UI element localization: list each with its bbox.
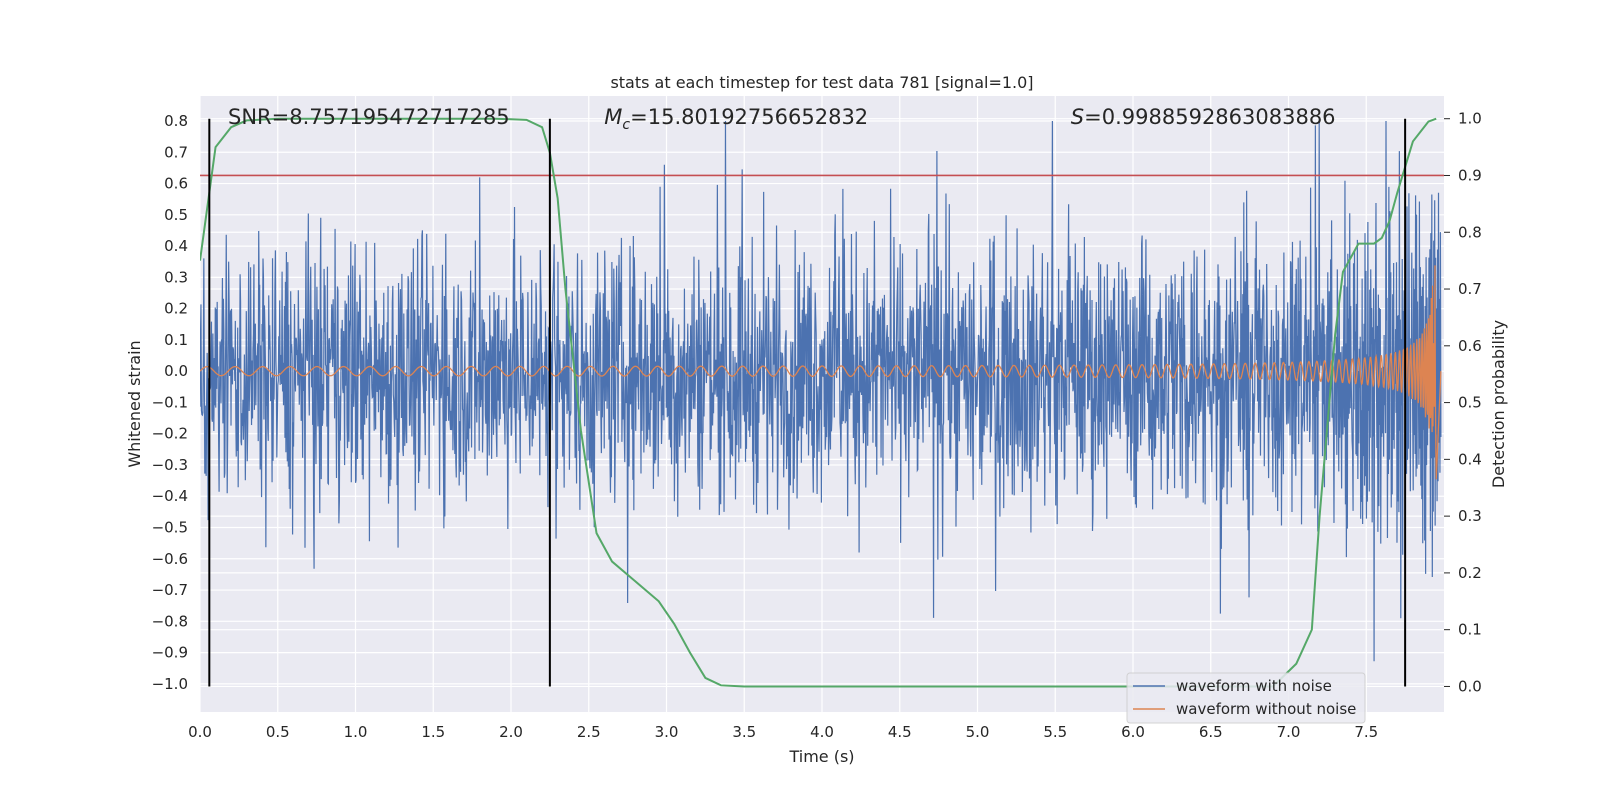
y-tick-label: −0.4 — [152, 487, 188, 505]
y-tick-label: 0.0 — [164, 362, 188, 380]
y-tick-label: 0.4 — [164, 237, 188, 255]
y-right-tick-label: 0.3 — [1458, 507, 1482, 525]
y-tick-label: −0.3 — [152, 456, 188, 474]
x-tick-label: 7.0 — [1277, 723, 1301, 741]
y-right-tick-label: 0.7 — [1458, 280, 1482, 298]
x-tick-label: 6.5 — [1199, 723, 1223, 741]
y-tick-label: −0.6 — [152, 550, 188, 568]
x-tick-label: 4.0 — [810, 723, 834, 741]
series-waveform-with-noise — [200, 121, 1442, 662]
y-tick-label: −0.7 — [152, 581, 188, 599]
y-right-tick-label: 0.0 — [1458, 677, 1482, 695]
y-right-tick-label: 0.4 — [1458, 450, 1482, 468]
annotation-chirp-mass: Mc=15.80192756652832 — [604, 105, 868, 133]
y-right-tick-label: 0.6 — [1458, 337, 1482, 355]
series-waveform-without-noise — [200, 265, 1442, 480]
y-tick-label: −0.8 — [152, 612, 188, 630]
annotation-prefix: S — [1071, 105, 1084, 129]
x-tick-label: 5.0 — [966, 723, 990, 741]
y-right-tick-label: 0.2 — [1458, 564, 1482, 582]
x-tick-label: 5.5 — [1043, 723, 1067, 741]
series-detection-probability — [200, 117, 1437, 688]
y-right-tick-label: 0.1 — [1458, 621, 1482, 639]
y-tick-label: −0.9 — [152, 644, 188, 662]
x-tick-label: 2.5 — [577, 723, 601, 741]
x-tick-label: 3.5 — [732, 723, 756, 741]
y-tick-label: 0.7 — [164, 143, 188, 161]
y-tick-label: 0.6 — [164, 175, 188, 193]
legend-label-noise: waveform with noise — [1176, 677, 1332, 695]
x-tick-label: 2.0 — [499, 723, 523, 741]
y-tick-label: 0.3 — [164, 268, 188, 286]
y-tick-label: 0.5 — [164, 206, 188, 224]
x-tick-label: 1.0 — [344, 723, 368, 741]
y-tick-label: −0.2 — [152, 425, 188, 443]
y-right-tick-label: 0.8 — [1458, 223, 1482, 241]
y-right-tick-label: 0.9 — [1458, 166, 1482, 184]
x-tick-label: 6.0 — [1121, 723, 1145, 741]
legend-box — [1126, 672, 1366, 724]
annotation-prefix: SNR — [228, 105, 272, 129]
y-tick-label: −0.5 — [152, 519, 188, 537]
annotation-subscript: c — [622, 117, 630, 133]
y-right-tick-label: 0.5 — [1458, 394, 1482, 412]
annotation-snr: SNR=8.757195472717285 — [228, 105, 510, 129]
x-tick-label: 3.0 — [655, 723, 679, 741]
y-tick-label: 0.8 — [164, 112, 188, 130]
y-tick-label: 0.1 — [164, 331, 188, 349]
y-tick-label: 0.2 — [164, 300, 188, 318]
annotation-value: =8.757195472717285 — [272, 105, 510, 129]
legend: waveform with noise waveform without noi… — [1126, 672, 1366, 724]
annotation-prefix: M — [604, 105, 622, 129]
annotation-value: =15.80192756652832 — [630, 105, 868, 129]
x-tick-label: 1.5 — [421, 723, 445, 741]
x-tick-label: 4.5 — [888, 723, 912, 741]
x-tick-label: 0.0 — [188, 723, 212, 741]
x-tick-label: 7.5 — [1354, 723, 1378, 741]
y-tick-label: −0.1 — [152, 393, 188, 411]
y-axis-right-label: Detection probability — [1489, 320, 1508, 488]
annotation-score: S=0.9988592863083886 — [1071, 105, 1336, 129]
x-tick-label: 0.5 — [266, 723, 290, 741]
annotation-value: =0.9988592863083886 — [1084, 105, 1335, 129]
y-axis-label: Whitened strain — [125, 340, 144, 467]
y-right-tick-label: 1.0 — [1458, 110, 1482, 128]
legend-label-clean: waveform without noise — [1176, 700, 1356, 718]
chart-title: stats at each timestep for test data 781… — [610, 73, 1033, 92]
y-tick-label: −1.0 — [152, 675, 188, 693]
x-axis-label: Time (s) — [788, 747, 854, 766]
